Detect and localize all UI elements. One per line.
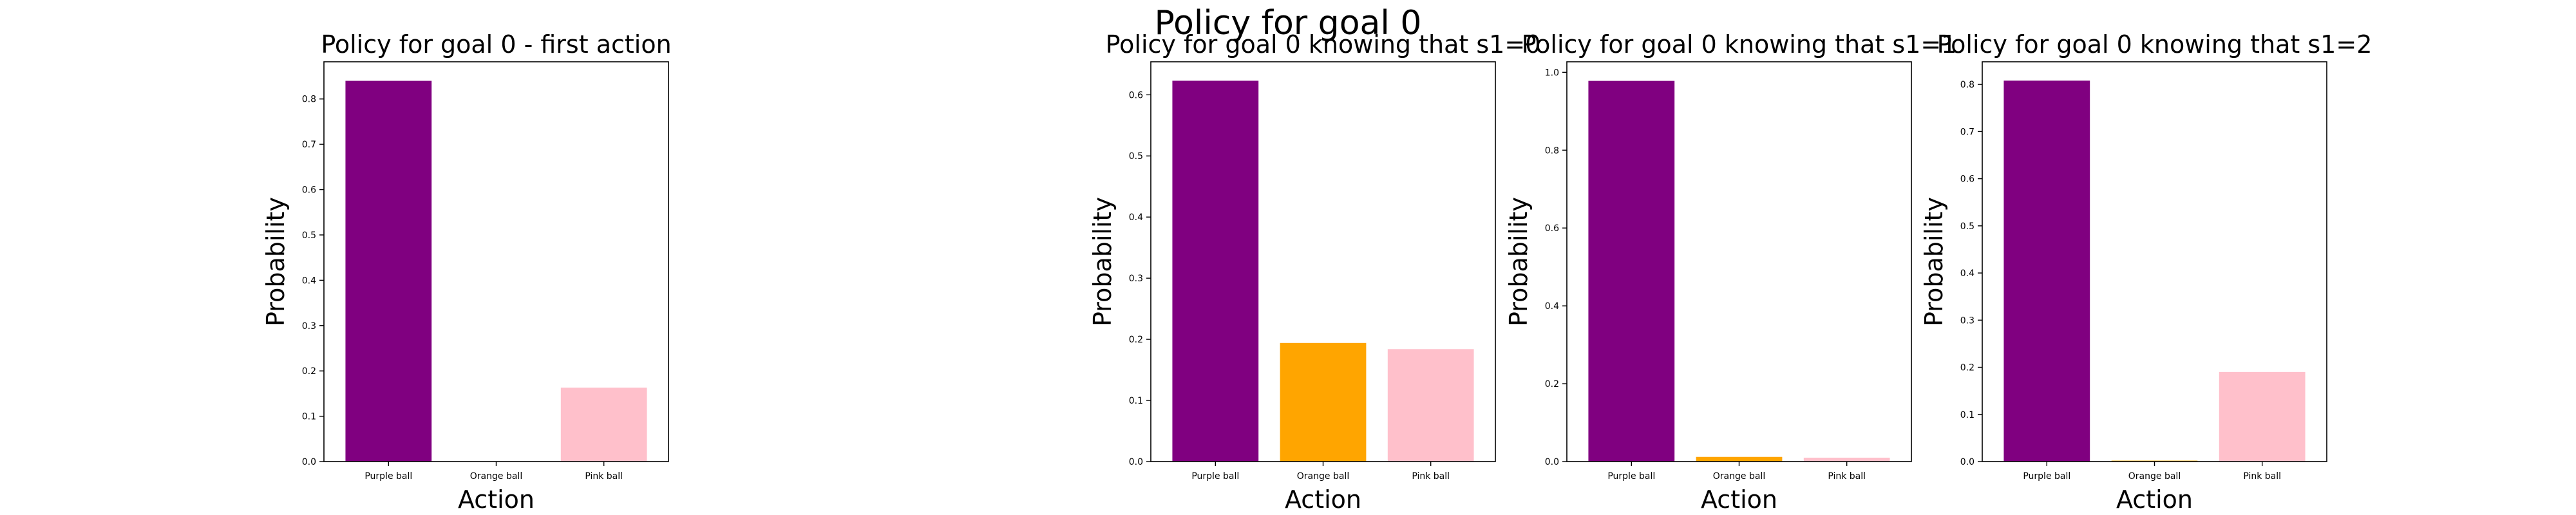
bar-purple-ball <box>2003 80 2090 462</box>
x-tick-label: Pink ball <box>585 471 623 482</box>
y-tick-label: 0.5 <box>1129 151 1143 162</box>
bar-orange-ball <box>1696 456 1783 462</box>
chart-title: Policy for goal 0 knowing that s1=1 <box>1522 30 1957 59</box>
x-tick-label: Orange ball <box>2128 471 2181 482</box>
x-tick-label: Orange ball <box>470 471 522 482</box>
figure-title: Policy for goal 0 <box>1154 4 1422 42</box>
chart-panel-1: 0.0 0.1 0.2 0.3 0.4 0.5 0.6 0.7 0.8 Purple ball Or… <box>261 30 672 514</box>
y-axis-label: Probability <box>1504 197 1533 326</box>
y-tick-label: 0.6 <box>1129 90 1143 100</box>
y-tick-label: 0.3 <box>1129 274 1143 284</box>
y-tick-label: 0.2 <box>1545 379 1559 389</box>
y-tick-label: 0.6 <box>1960 174 1975 185</box>
bar-pink-ball <box>1387 349 1474 462</box>
y-tick-label: 0.7 <box>302 140 316 150</box>
bar-purple-ball <box>1172 80 1259 462</box>
bar-orange-ball <box>1280 342 1367 462</box>
bar-purple-ball <box>345 80 432 462</box>
x-axis-label: Action <box>1285 485 1361 514</box>
y-axis-label: Probability <box>261 197 290 326</box>
x-tick-label: Pink ball <box>2243 471 2281 482</box>
y-tick-label: 0.8 <box>1960 80 1975 90</box>
y-tick-label: 0.8 <box>1545 145 1559 156</box>
y-tick-label: 0.2 <box>1129 335 1143 345</box>
bar-pink-ball <box>2219 371 2306 462</box>
x-axis-label: Action <box>2116 485 2193 514</box>
y-tick-label: 0.6 <box>302 185 316 196</box>
chart-title: Policy for goal 0 - first action <box>321 30 671 59</box>
y-tick-label: 1.0 <box>1545 68 1559 78</box>
x-tick-label: Purple ball <box>365 471 412 482</box>
x-tick-label: Purple ball <box>1191 471 1239 482</box>
chart-title: Policy for goal 0 knowing that s1=2 <box>1937 30 2372 59</box>
x-tick-label: Purple ball <box>1607 471 1655 482</box>
x-axis-label: Action <box>1701 485 1777 514</box>
y-tick-label: 0.5 <box>302 230 316 241</box>
y-tick-label: 0.0 <box>1129 457 1143 467</box>
x-tick-label: Orange ball <box>1713 471 1765 482</box>
y-tick-label: 0.0 <box>1960 457 1975 467</box>
y-tick-label: 0.5 <box>1960 221 1975 232</box>
y-tick-label: 0.4 <box>1545 301 1559 312</box>
y-tick-label: 0.3 <box>302 321 316 332</box>
y-tick-label: 0.2 <box>1960 363 1975 373</box>
x-tick-label: Pink ball <box>1412 471 1450 482</box>
y-tick-label: 0.1 <box>302 412 316 422</box>
y-tick-label: 0.1 <box>1960 410 1975 420</box>
y-tick-label: 0.2 <box>302 366 316 377</box>
chart-panel-4: 0.0 0.1 0.2 0.3 0.4 0.5 0.6 0.7 0.8 Purple ball Or… <box>1920 30 2372 514</box>
bar-pink-ball <box>1803 457 1890 462</box>
y-tick-label: 0.7 <box>1960 127 1975 137</box>
x-axis-label: Action <box>458 485 535 514</box>
x-tick-label: Pink ball <box>1828 471 1866 482</box>
bar-pink-ball <box>560 388 647 462</box>
y-tick-label: 0.3 <box>1960 315 1975 326</box>
y-tick-label: 0.4 <box>302 276 316 286</box>
x-tick-label: Orange ball <box>1297 471 1349 482</box>
y-tick-label: 0.0 <box>302 457 316 467</box>
y-tick-label: 0.1 <box>1129 396 1143 406</box>
x-tick-label: Purple ball <box>2023 471 2070 482</box>
y-tick-label: 0.6 <box>1545 223 1559 234</box>
y-tick-label: 0.0 <box>1545 457 1559 467</box>
y-axis-label: Probability <box>1088 197 1117 326</box>
y-tick-label: 0.4 <box>1960 268 1975 279</box>
chart-panel-3: 0.0 0.2 0.4 0.6 0.8 1.0 Purple ball Orange ball… <box>1504 30 1956 514</box>
y-tick-label: 0.4 <box>1129 212 1143 223</box>
y-tick-label: 0.8 <box>302 95 316 105</box>
chart-panel-2: 0.0 0.1 0.2 0.3 0.4 0.5 0.6 Purple ball Orange b… <box>1088 30 1540 514</box>
chart-title: Policy for goal 0 knowing that s1=0 <box>1106 30 1541 59</box>
bar-purple-ball <box>1588 80 1675 462</box>
y-axis-label: Probability <box>1920 197 1948 326</box>
